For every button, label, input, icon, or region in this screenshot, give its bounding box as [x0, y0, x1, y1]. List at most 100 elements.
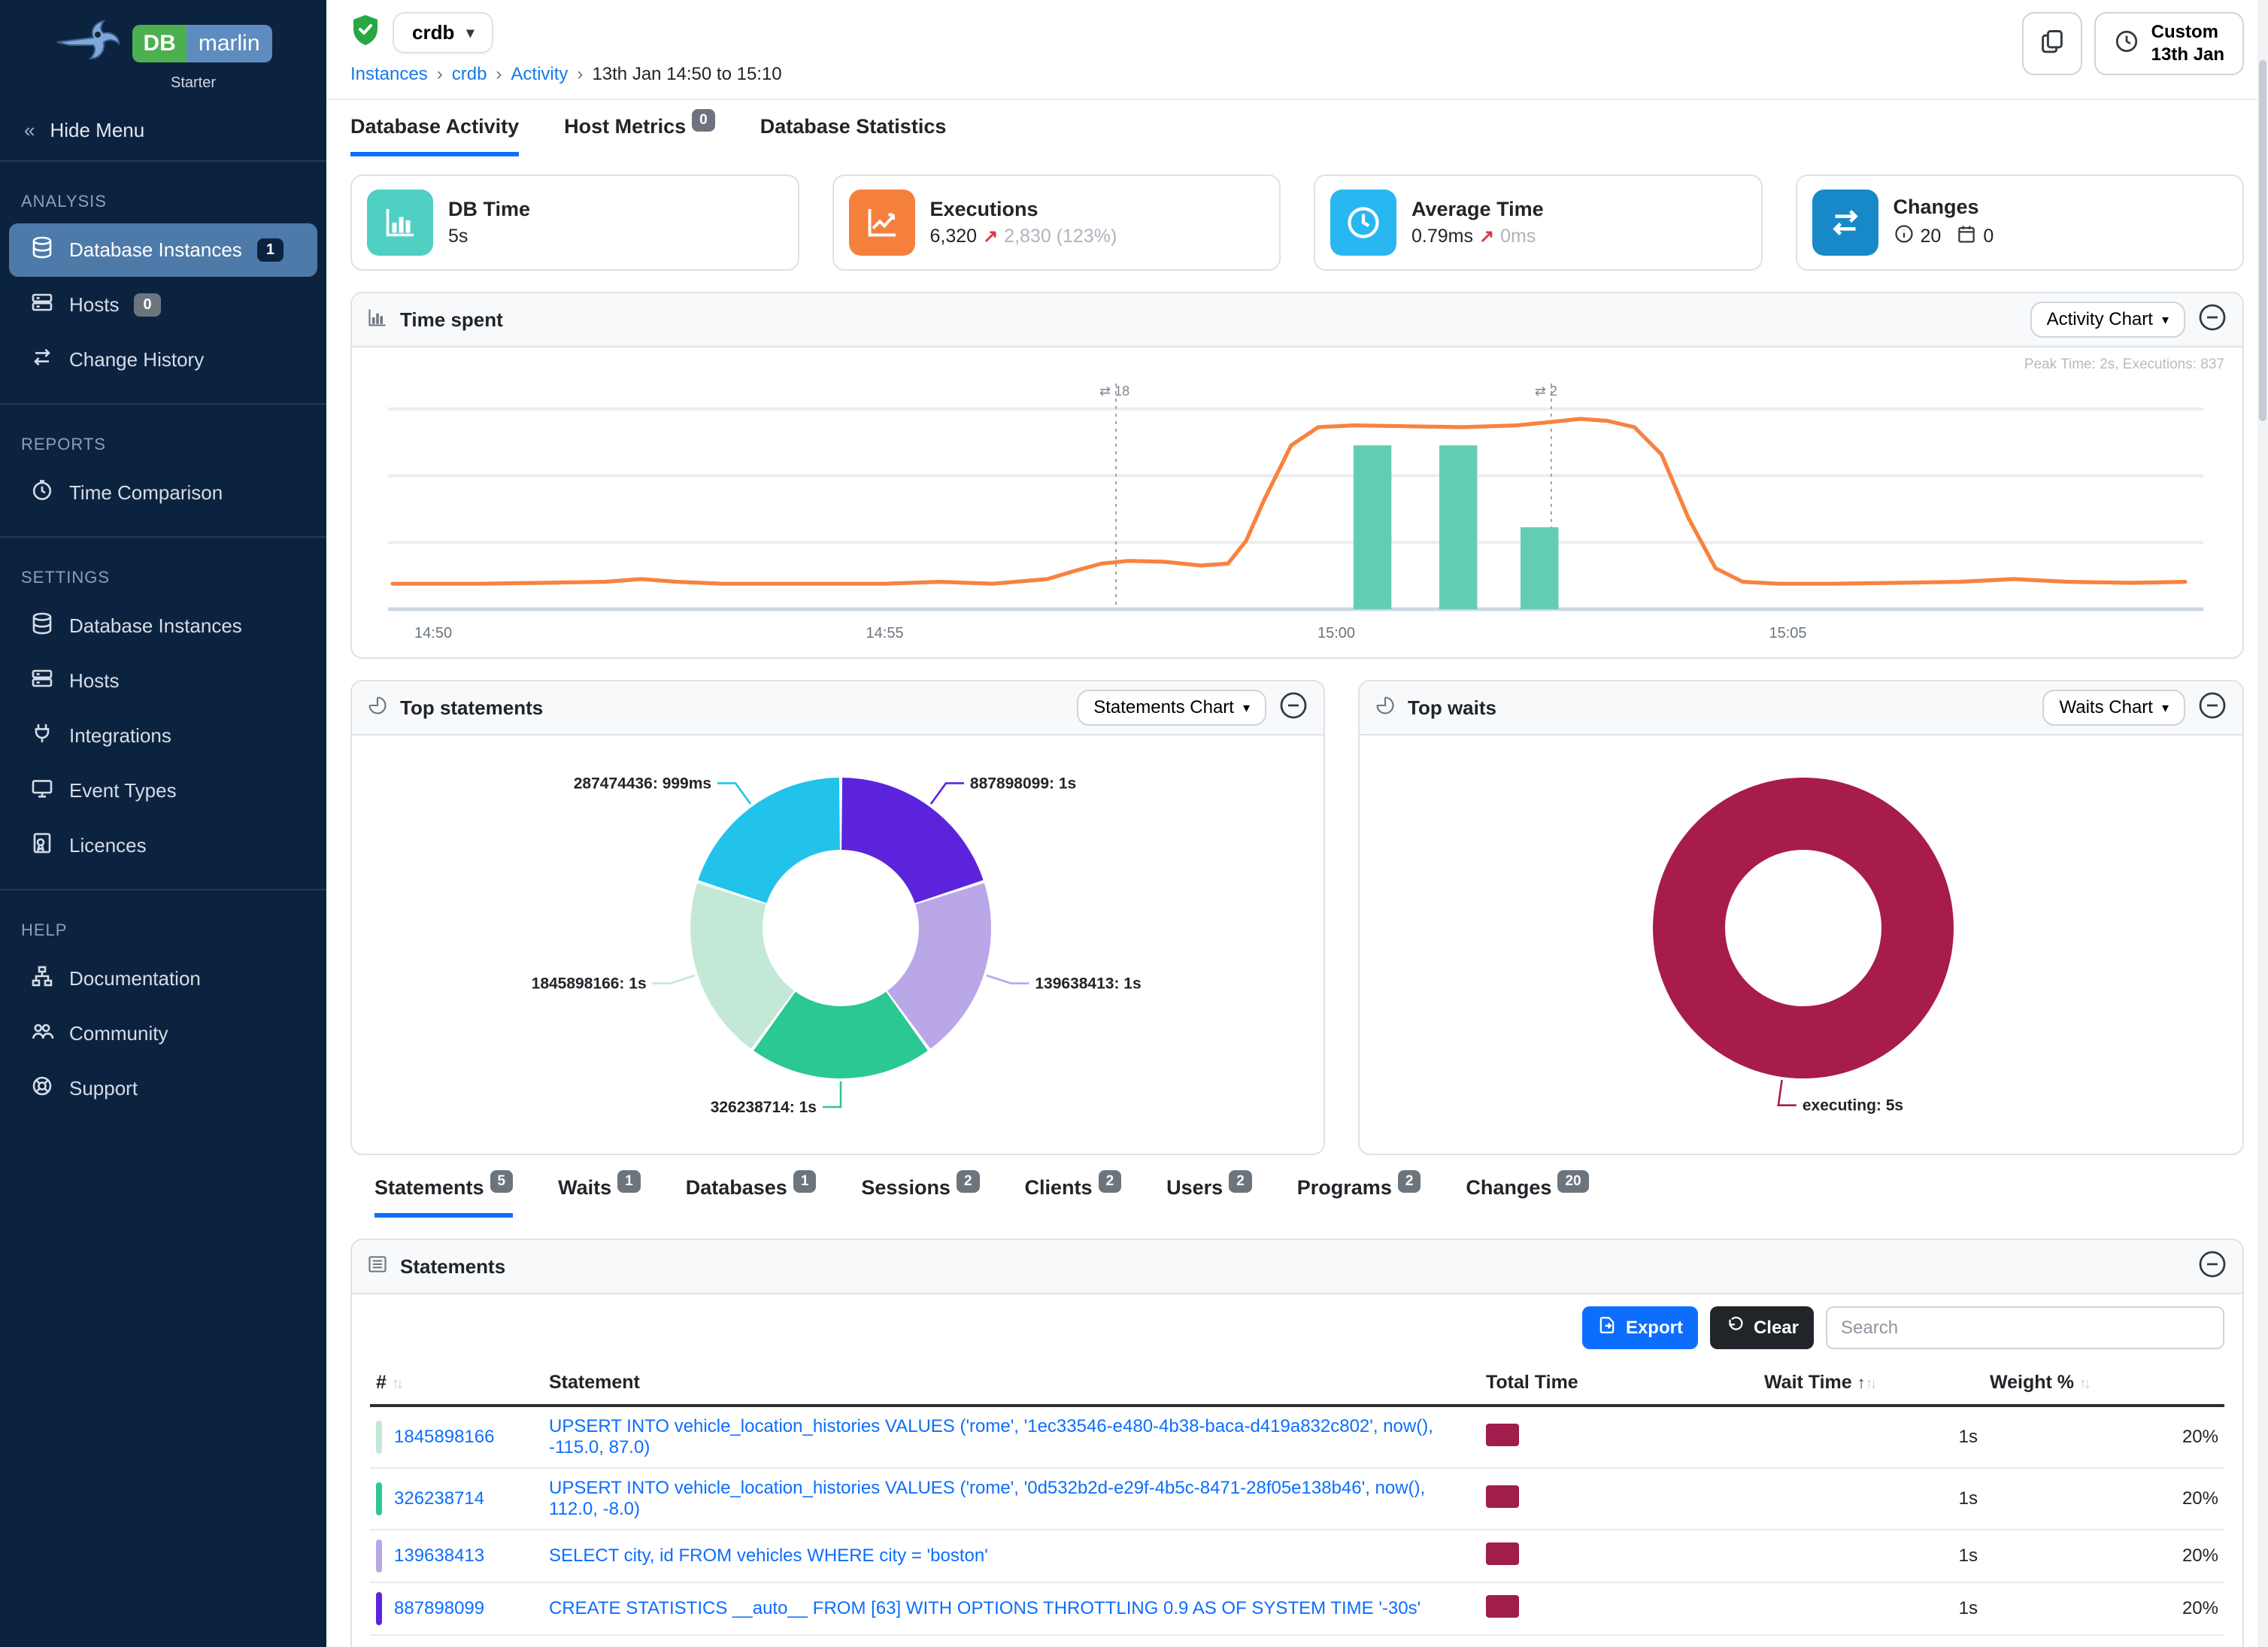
panel-header: Top statements Statements Chart ▾	[352, 681, 1324, 736]
tab-sessions[interactable]: Sessions 2	[861, 1170, 980, 1218]
sidebar-item-change-history[interactable]: Change History	[9, 333, 317, 387]
waits-chart-dropdown[interactable]: Waits Chart ▾	[2042, 690, 2185, 726]
statement-link[interactable]: CREATE STATISTICS __auto__ FROM [63] WIT…	[549, 1598, 1421, 1618]
tab-statements[interactable]: Statements 5	[374, 1170, 514, 1218]
tab-clients[interactable]: Clients 2	[1025, 1170, 1122, 1218]
tab-users[interactable]: Users 2	[1166, 1170, 1252, 1218]
database-icon	[30, 235, 54, 265]
search-input[interactable]	[1826, 1306, 2224, 1349]
brand-logo: DB marlin Starter	[0, 0, 326, 101]
tab-waits[interactable]: Waits 1	[558, 1170, 641, 1218]
breadcrumb-link-activity[interactable]: Activity	[511, 64, 569, 84]
activity-chart-dropdown[interactable]: Activity Chart ▾	[2030, 302, 2185, 338]
sidebar-item-settings-database-instances[interactable]: Database Instances	[9, 599, 317, 653]
sidebar-item-documentation[interactable]: Documentation	[9, 952, 317, 1005]
statement-link[interactable]: SELECT city, id FROM vehicles WHERE city…	[549, 1545, 988, 1566]
breadcrumb-link-crdb[interactable]: crdb	[451, 64, 487, 84]
plan-label: Starter	[170, 74, 217, 91]
statement-link[interactable]: UPSERT INTO vehicle_location_histories V…	[549, 1478, 1426, 1519]
sidebar-item-label: Hosts	[69, 669, 120, 692]
main-content: crdb ▾ Instances › crdb › Activity › 13t…	[326, 0, 2268, 1647]
column-header-wait-time[interactable]: Wait Time ↑↑↓	[1758, 1361, 1984, 1407]
sidebar-item-community[interactable]: Community	[9, 1007, 317, 1060]
section-title: HELP	[21, 921, 68, 939]
tab-badge: 2	[956, 1170, 980, 1193]
tab-label: Statements	[374, 1176, 484, 1199]
svg-text:⇄ 2: ⇄ 2	[1535, 384, 1557, 399]
statement-id-link[interactable]: 139638413	[394, 1545, 485, 1566]
statements-table: # ↑↓ Statement Total Time Wait Time ↑↑↓ …	[370, 1361, 2224, 1647]
undo-icon	[1725, 1315, 1745, 1340]
sort-asc-icon: ↑	[1857, 1373, 1866, 1392]
export-icon	[1597, 1315, 1617, 1340]
column-header-statement[interactable]: Statement	[543, 1361, 1480, 1407]
breadcrumb-link-instances[interactable]: Instances	[350, 64, 428, 84]
svg-text:1845898166: 1s: 1845898166: 1s	[532, 975, 647, 993]
sidebar-section-analysis: ANALYSIS Database Instances 1 Hosts 0 Ch…	[0, 162, 326, 405]
sidebar-item-label: Support	[69, 1077, 138, 1100]
table-row: 139638413 SELECT city, id FROM vehicles …	[370, 1529, 2224, 1582]
page-scrollbar[interactable]	[2257, 0, 2268, 1647]
sidebar-item-label: Licences	[69, 834, 147, 857]
column-header-total-time[interactable]: Total Time	[1480, 1361, 1758, 1407]
statement-id-link[interactable]: 887898099	[394, 1598, 485, 1618]
statement-link[interactable]: UPSERT INTO vehicle_location_histories V…	[549, 1645, 1427, 1647]
sidebar-item-licences[interactable]: Licences	[9, 819, 317, 872]
card-value: 5s	[448, 226, 468, 247]
sidebar-item-event-types[interactable]: Event Types	[9, 764, 317, 817]
statement-link[interactable]: UPSERT INTO vehicle_location_histories V…	[549, 1416, 1433, 1457]
time-range-button[interactable]: Custom 13th Jan	[2094, 12, 2244, 75]
tab-databases[interactable]: Databases 1	[685, 1170, 817, 1218]
table-row: 1845898166 UPSERT INTO vehicle_location_…	[370, 1406, 2224, 1468]
caret-down-icon: ▾	[2161, 311, 2169, 327]
sidebar-item-hosts[interactable]: Hosts 0	[9, 278, 317, 332]
clear-button[interactable]: Clear	[1709, 1306, 1814, 1349]
hide-menu-button[interactable]: « Hide Menu	[0, 101, 326, 162]
life-ring-icon	[30, 1074, 54, 1103]
tab-badge: 0	[692, 109, 715, 132]
copy-button[interactable]	[2021, 12, 2082, 75]
weight-value: 20%	[2182, 1427, 2218, 1447]
server-icon	[30, 666, 54, 696]
tab-database-activity[interactable]: Database Activity	[350, 115, 520, 156]
tab-badge: 1	[793, 1170, 817, 1193]
top-waits-donut-chart[interactable]: executing: 5s	[1375, 742, 2227, 1151]
statements-chart-dropdown[interactable]: Statements Chart ▾	[1077, 690, 1266, 726]
tab-changes[interactable]: Changes 20	[1466, 1170, 1589, 1218]
scrollbar-thumb[interactable]	[2259, 60, 2266, 421]
top-statements-donut-chart[interactable]: 887898099: 1s 139638413: 1s 326238714: 1s 1…	[367, 742, 1308, 1151]
sidebar-item-database-instances[interactable]: Database Instances 1	[9, 223, 317, 277]
instance-name: crdb	[412, 21, 455, 44]
range-line1: Custom	[2151, 22, 2218, 42]
collapse-panel-button[interactable]	[2197, 1249, 2227, 1285]
instance-selector[interactable]: crdb ▾	[393, 12, 494, 53]
tab-programs[interactable]: Programs 2	[1297, 1170, 1421, 1218]
tab-database-statistics[interactable]: Database Statistics	[760, 115, 947, 156]
breadcrumb: Instances › crdb › Activity › 13th Jan 1…	[350, 64, 2244, 85]
tab-label: Users	[1166, 1176, 1223, 1199]
table-row: 287474436 UPSERT INTO vehicle_location_h…	[370, 1634, 2224, 1647]
time-spent-chart[interactable]: 14:50 14:55 15:00 15:05 ⇄ 18 ⇄ 2	[367, 353, 2224, 648]
svg-text:15:05: 15:05	[1769, 625, 1807, 642]
statement-id-link[interactable]: 326238714	[394, 1488, 485, 1509]
sidebar-item-integrations[interactable]: Integrations	[9, 709, 317, 763]
range-line2: 13th Jan	[2151, 44, 2224, 65]
sidebar-item-support[interactable]: Support	[9, 1062, 317, 1115]
statement-id-link[interactable]: 1845898166	[394, 1427, 495, 1447]
people-icon	[30, 1019, 54, 1048]
column-header-num[interactable]: # ↑↓	[370, 1361, 543, 1407]
collapse-panel-button[interactable]	[2197, 302, 2227, 338]
sidebar-item-time-comparison[interactable]: Time Comparison	[9, 466, 317, 520]
panel-title: Time spent	[400, 308, 503, 331]
export-button[interactable]: Export	[1581, 1306, 1698, 1349]
collapse-panel-button[interactable]	[2197, 690, 2227, 726]
tab-label: Host Metrics	[564, 115, 687, 138]
card-value: 0.79ms	[1411, 226, 1473, 247]
collapse-panel-button[interactable]	[1278, 690, 1308, 726]
column-header-weight[interactable]: Weight % ↑↓	[1984, 1361, 2224, 1407]
pie-chart-icon	[367, 695, 388, 721]
sidebar-item-settings-hosts[interactable]: Hosts	[9, 654, 317, 708]
tab-label: Databases	[685, 1176, 787, 1199]
tab-host-metrics[interactable]: Host Metrics 0	[564, 109, 715, 156]
exchange-arrows-icon	[30, 345, 54, 375]
